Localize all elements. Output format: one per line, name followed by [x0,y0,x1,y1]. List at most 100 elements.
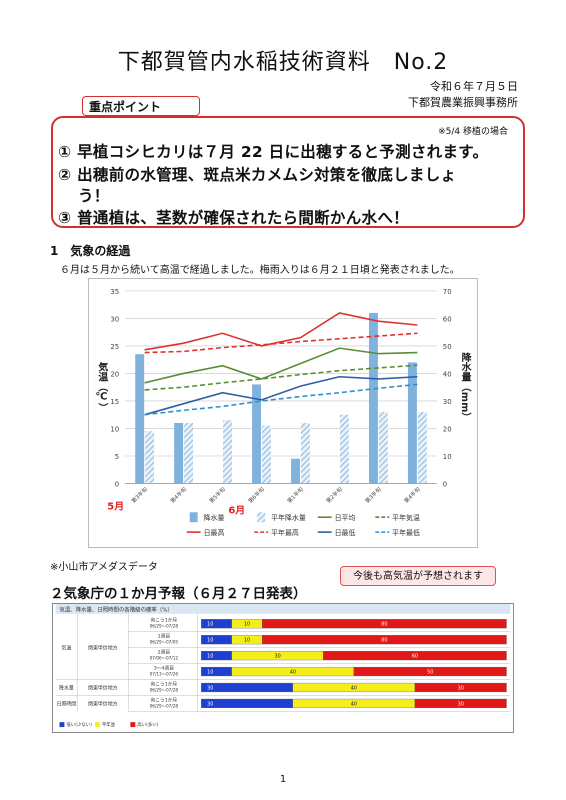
precip-bar [407,362,417,484]
prob-low-bar [201,682,293,693]
period-label: 3〜4週目 [154,665,174,672]
legend-label: 平年最低 [392,528,420,537]
prob-value: 30 [207,701,213,707]
y-left-tick: 25 [110,343,119,351]
y-left-tick: 5 [115,453,119,461]
region-label: 関東甲信地方 [88,685,118,692]
normal-precip-bar [300,422,310,484]
prob-value: 80 [381,638,387,644]
y-right-tick: 0 [443,480,447,488]
normal-precip-bar [417,411,427,484]
key-points-label: 重点ポイント [82,96,200,116]
region-label: 関東甲信地方 [88,701,118,708]
y-right-tick: 40 [443,370,452,378]
legend-swatch [257,512,266,523]
prob-value: 30 [207,685,213,691]
forecast-legend-swatch [130,722,136,728]
forecast-legend-label: 平年並 [102,721,116,728]
y-right-tick: 30 [443,398,452,406]
prob-value: 40 [351,685,357,691]
page-title: 下都賀管内水稲技術資料 No.2 [117,50,449,75]
series-line [144,383,418,416]
x-tick-label: 第2半旬 [324,485,344,505]
series-line [144,375,418,416]
prob-low-bar [201,698,293,709]
precip-bar [368,312,378,484]
prob-value: 40 [290,670,296,676]
element-label: 気温 [61,645,71,652]
series-line [144,347,418,384]
prob-high-bar [414,682,507,693]
prob-high-bar [323,651,507,661]
key-points-note: ※5/4 移植の場合 [438,127,508,137]
precip-bar [291,458,300,484]
prob-value: 80 [381,622,387,628]
section1-heading: 1 気象の経過 [50,244,131,258]
normal-precip-bar [262,425,271,484]
issue-date: 令和６年７月５日 [430,80,518,93]
y-right-tick: 50 [443,343,452,351]
prob-value: 30 [274,654,280,660]
prob-low-bar [201,635,232,645]
legend-label: 平年気温 [392,513,420,522]
normal-precip-bar [339,414,349,484]
data-source-note: ※小山市アメダスデータ [50,562,158,573]
legend-label: 日最低 [335,528,356,537]
legend-label: 平年最高 [271,528,299,537]
x-tick-label: 第4半旬 [168,485,188,505]
precip-bar [174,422,184,484]
y-left-tick: 30 [110,315,119,323]
x-tick-label: 第5半旬 [207,485,227,505]
legend-swatch [189,512,198,523]
element-label: 降水量 [59,685,74,692]
precip-bar [135,354,145,484]
period-dates: 06/29〜07/28 [150,624,179,629]
x-tick-label: 第3半旬 [129,485,149,505]
y-left-tick: 20 [110,370,119,378]
prob-value: 10 [207,670,213,676]
legend-label: 日最高 [204,528,225,537]
prob-value: 50 [427,670,433,676]
prob-low-bar [201,619,232,629]
forecast-legend-swatch [94,722,100,728]
section1-text: ６月は５月から続いて高温で経過しました。梅雨入りは６月２１日頃と発表されました。 [60,265,460,276]
prob-value: 40 [351,701,357,707]
key-points-box [51,116,525,228]
prob-value: 10 [207,638,213,644]
y-left-tick: 10 [110,425,119,433]
issuing-office: 下都賀農業振興事務所 [408,96,518,109]
legend-label: 日平均 [335,513,356,522]
prob-value: 30 [458,701,464,707]
forecast-legend-label: 高い(多い) [137,721,158,728]
y-left-tick: 0 [115,480,119,488]
month-label-june: 6月 [228,504,245,516]
key-point-2: ② 出穂前の水管理、斑点米カメムシ対策を徹底しましょ [58,166,457,184]
period-dates: 06/29〜07/28 [150,687,179,692]
period-dates: 06/29〜07/05 [150,640,179,645]
page-number: 1 [279,774,287,785]
period-label: 向こう1か月 [151,696,178,703]
prob-high-bar [262,619,507,629]
x-tick-label: 第4半旬 [402,485,422,505]
y-right-tick: 20 [443,425,452,433]
y-left-tick: 35 [110,288,119,296]
prob-value: 10 [244,622,250,628]
period-label: 向こう1か月 [151,681,178,688]
prob-value: 10 [207,622,213,628]
y-right-tick: 70 [443,288,452,296]
prob-value: 30 [458,685,464,691]
prob-high-bar [414,698,507,709]
prob-high-bar [262,635,507,645]
legend-label: 降水量 [204,513,225,522]
normal-precip-bar [145,431,155,484]
y-right-label: 降水量（mm） [459,351,472,423]
table-title: 気温、降水量、日照時間の各階級の確率（%） [59,605,172,613]
prob-high-bar [353,666,507,677]
element-label: 日照時間 [57,702,77,708]
month-label-may: 5月 [107,500,124,512]
normal-precip-bar [184,422,194,484]
key-point-1: ① 早植コシヒカリは７月 22 日に出穂すると予測されます。 [58,143,489,161]
normal-precip-bar [223,420,233,484]
legend-label: 平年降水量 [271,513,306,522]
